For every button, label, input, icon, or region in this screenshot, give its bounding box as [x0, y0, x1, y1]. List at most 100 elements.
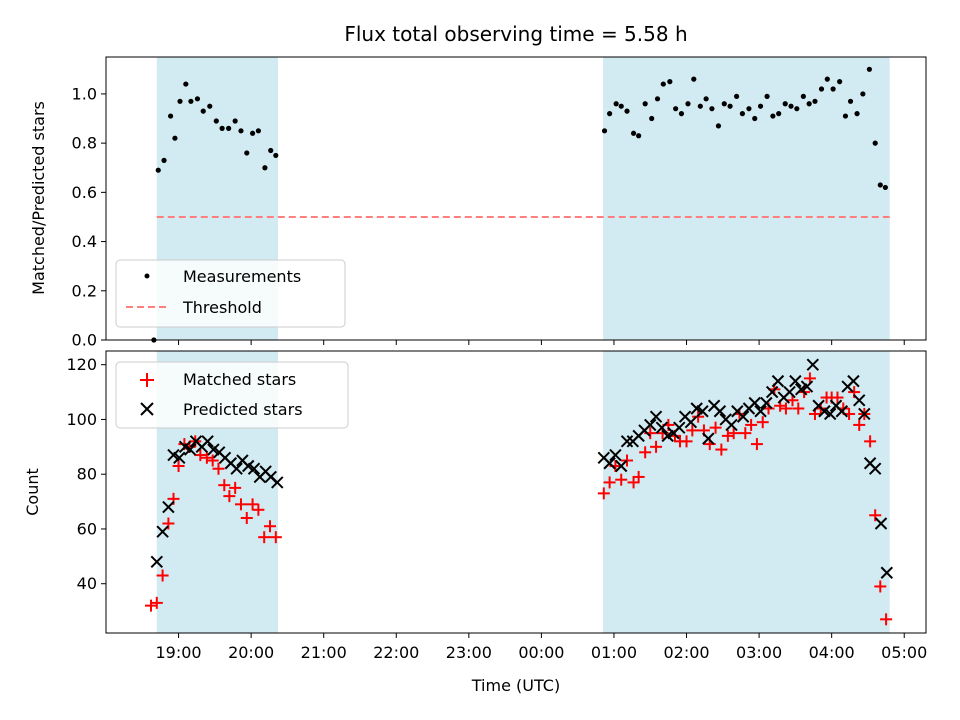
matched-star-point	[252, 503, 265, 516]
predicted-star-point	[874, 517, 888, 530]
x-tick-label: 05:00	[881, 643, 927, 662]
measurement-point	[244, 150, 250, 156]
measurement-point	[601, 128, 608, 134]
measurement-point	[691, 76, 697, 82]
matched-star-point	[650, 440, 663, 453]
predicted-star-point	[783, 385, 796, 399]
x-axis-label: Time (UTC)	[471, 676, 560, 695]
predicted-star-point	[868, 462, 882, 475]
count-legend-matched-label: Matched stars	[183, 370, 296, 389]
matched-star-point	[627, 476, 640, 489]
observing-window-2	[603, 351, 890, 633]
predicted-star-point	[713, 405, 727, 418]
count-y-axis-label: Count	[23, 468, 42, 516]
matched-star-point	[680, 435, 693, 448]
predicted-star-point	[609, 448, 622, 462]
matched-star-point	[750, 438, 763, 451]
measurement-point	[161, 157, 167, 163]
measurement-point	[667, 79, 673, 85]
measurement-point	[642, 101, 648, 107]
measurement-point	[200, 108, 206, 114]
x-tick-label: 21:00	[301, 643, 347, 662]
measurement-point	[721, 101, 727, 107]
predicted-star-point	[696, 405, 709, 418]
y-tick-label: 60	[77, 519, 97, 538]
measurement-point	[654, 96, 661, 102]
measurement-point	[770, 113, 776, 119]
y-tick-label: 120	[66, 355, 97, 374]
y-tick-label: 0.0	[72, 331, 97, 350]
matched-star-point	[632, 470, 645, 483]
matched-star-point	[200, 451, 213, 464]
measurement-point	[194, 96, 201, 102]
observing-window-2	[603, 57, 890, 340]
matched-star-point	[172, 459, 185, 472]
ratio-legend-box	[115, 259, 346, 328]
measurement-point	[776, 111, 782, 117]
y-tick-label: 1.0	[72, 84, 97, 103]
predicted-star-point	[725, 418, 738, 432]
matched-star-point	[229, 481, 242, 494]
measurement-point	[824, 76, 830, 82]
measurement-point	[788, 103, 794, 109]
y-tick-label: 0.4	[72, 232, 97, 251]
matched-star-point	[162, 517, 175, 530]
predicted-star-point	[644, 418, 657, 432]
matched-star-point	[715, 443, 728, 456]
measurement-point	[262, 165, 268, 171]
predicted-star-point	[800, 380, 814, 393]
matched-star-point	[156, 569, 169, 582]
predicted-star-point	[615, 459, 628, 473]
x-tick-label: 23:00	[446, 643, 492, 662]
predicted-star-point	[271, 476, 284, 489]
measurement-point	[794, 106, 800, 112]
matched-star-point	[223, 490, 236, 503]
measurement-point	[624, 108, 630, 114]
measurement-point	[167, 113, 174, 119]
predicted-star-point	[824, 407, 837, 421]
y-tick-label: 0.8	[72, 134, 97, 153]
y-tick-label: 0.2	[72, 281, 97, 300]
measurement-point	[268, 147, 274, 154]
ratio-y-axis-label: Matched/Predicted stars	[29, 101, 48, 295]
predicted-star-point	[247, 462, 261, 475]
measurement-point	[630, 130, 637, 136]
matched-star-point	[240, 512, 253, 525]
measurement-point	[188, 98, 194, 104]
predicted-star-point	[173, 451, 186, 464]
measurement-point	[877, 182, 883, 188]
ratio-panel-frame	[105, 56, 927, 341]
matched-star-point	[218, 479, 231, 492]
measurement-point	[238, 128, 244, 134]
predicted-star-point	[649, 410, 663, 423]
predicted-star-point	[789, 374, 802, 388]
measurement-point	[727, 103, 733, 109]
measurement-point	[764, 93, 770, 99]
measurement-point	[757, 103, 764, 109]
matched-star-point	[756, 416, 769, 429]
matched-star-point	[212, 462, 225, 475]
predicted-star-point	[853, 394, 866, 407]
measurement-point	[830, 86, 836, 92]
measurement-point	[806, 101, 812, 107]
measurement-point	[882, 184, 888, 191]
measurement-point	[273, 152, 279, 159]
measurement-point	[207, 103, 213, 109]
predicted-star-point	[620, 435, 634, 448]
predicted-star-point	[754, 405, 767, 418]
predicted-star-point	[748, 396, 761, 410]
x-tick-label: 22:00	[373, 643, 419, 662]
count-legend: Matched stars Predicted stars	[115, 361, 349, 429]
ratio-panel: 0.0 0.2 0.4 0.6 0.8 1.0 Matched/Predicted sta…	[29, 56, 927, 350]
matched-star-point	[745, 418, 758, 431]
predicted-star-point	[162, 500, 175, 514]
measurement-point	[232, 118, 238, 124]
predicted-star-point	[603, 457, 616, 470]
predicted-star-point	[880, 566, 894, 579]
predicted-star-point	[702, 432, 715, 445]
predicted-star-point	[736, 410, 750, 423]
matched-star-point	[739, 427, 752, 440]
measurement-point	[847, 98, 854, 104]
measurement-point	[607, 111, 613, 117]
